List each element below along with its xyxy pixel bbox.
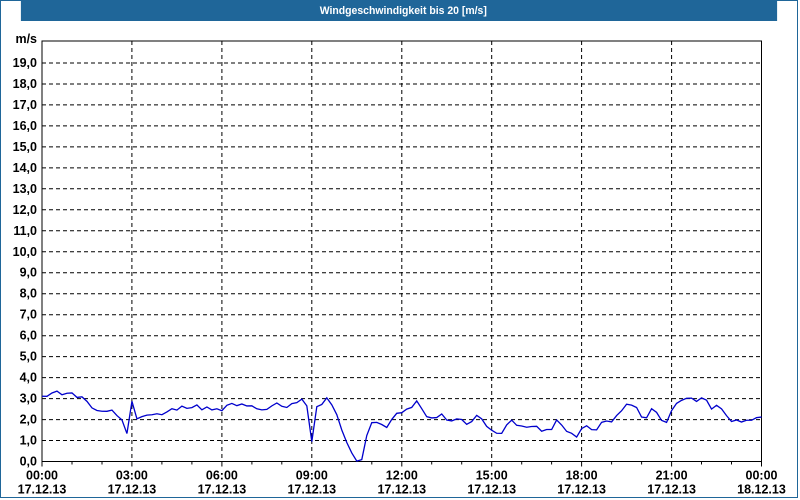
svg-text:03:00: 03:00 <box>116 469 148 483</box>
svg-text:18,0: 18,0 <box>13 77 37 91</box>
svg-text:10,0: 10,0 <box>13 245 37 259</box>
svg-text:17,0: 17,0 <box>13 98 37 112</box>
svg-text:2,0: 2,0 <box>20 413 37 427</box>
svg-text:18:00: 18:00 <box>566 469 598 483</box>
svg-text:17.12.13: 17.12.13 <box>287 483 336 497</box>
svg-text:17.12.13: 17.12.13 <box>557 483 606 497</box>
svg-text:5,0: 5,0 <box>20 350 37 364</box>
svg-text:12:00: 12:00 <box>386 469 418 483</box>
svg-text:19,0: 19,0 <box>13 56 37 70</box>
svg-text:17.12.13: 17.12.13 <box>198 483 247 497</box>
svg-text:17.12.13: 17.12.13 <box>647 483 696 497</box>
svg-text:00:00: 00:00 <box>26 469 58 483</box>
svg-text:17.12.13: 17.12.13 <box>108 483 157 497</box>
svg-text:4,0: 4,0 <box>20 371 37 385</box>
svg-text:12,0: 12,0 <box>13 203 37 217</box>
svg-text:21:00: 21:00 <box>656 469 688 483</box>
svg-text:14,0: 14,0 <box>13 161 37 175</box>
svg-text:1,0: 1,0 <box>20 434 37 448</box>
svg-text:09:00: 09:00 <box>296 469 328 483</box>
svg-text:9,0: 9,0 <box>20 266 37 280</box>
svg-text:3,0: 3,0 <box>20 392 37 406</box>
svg-text:m/s: m/s <box>15 32 37 46</box>
svg-text:17.12.13: 17.12.13 <box>467 483 516 497</box>
svg-text:17.12.13: 17.12.13 <box>377 483 426 497</box>
svg-text:0,0: 0,0 <box>20 455 37 469</box>
svg-text:15:00: 15:00 <box>476 469 508 483</box>
svg-text:16,0: 16,0 <box>13 119 37 133</box>
svg-text:18.12.13: 18.12.13 <box>737 483 786 497</box>
svg-text:11,0: 11,0 <box>13 224 37 238</box>
svg-text:15,0: 15,0 <box>13 140 37 154</box>
svg-text:17.12.13: 17.12.13 <box>18 483 67 497</box>
svg-text:00:00: 00:00 <box>746 469 778 483</box>
svg-text:06:00: 06:00 <box>206 469 238 483</box>
svg-text:7,0: 7,0 <box>20 308 37 322</box>
svg-text:8,0: 8,0 <box>20 287 37 301</box>
svg-text:13,0: 13,0 <box>13 182 37 196</box>
svg-text:6,0: 6,0 <box>20 329 37 343</box>
